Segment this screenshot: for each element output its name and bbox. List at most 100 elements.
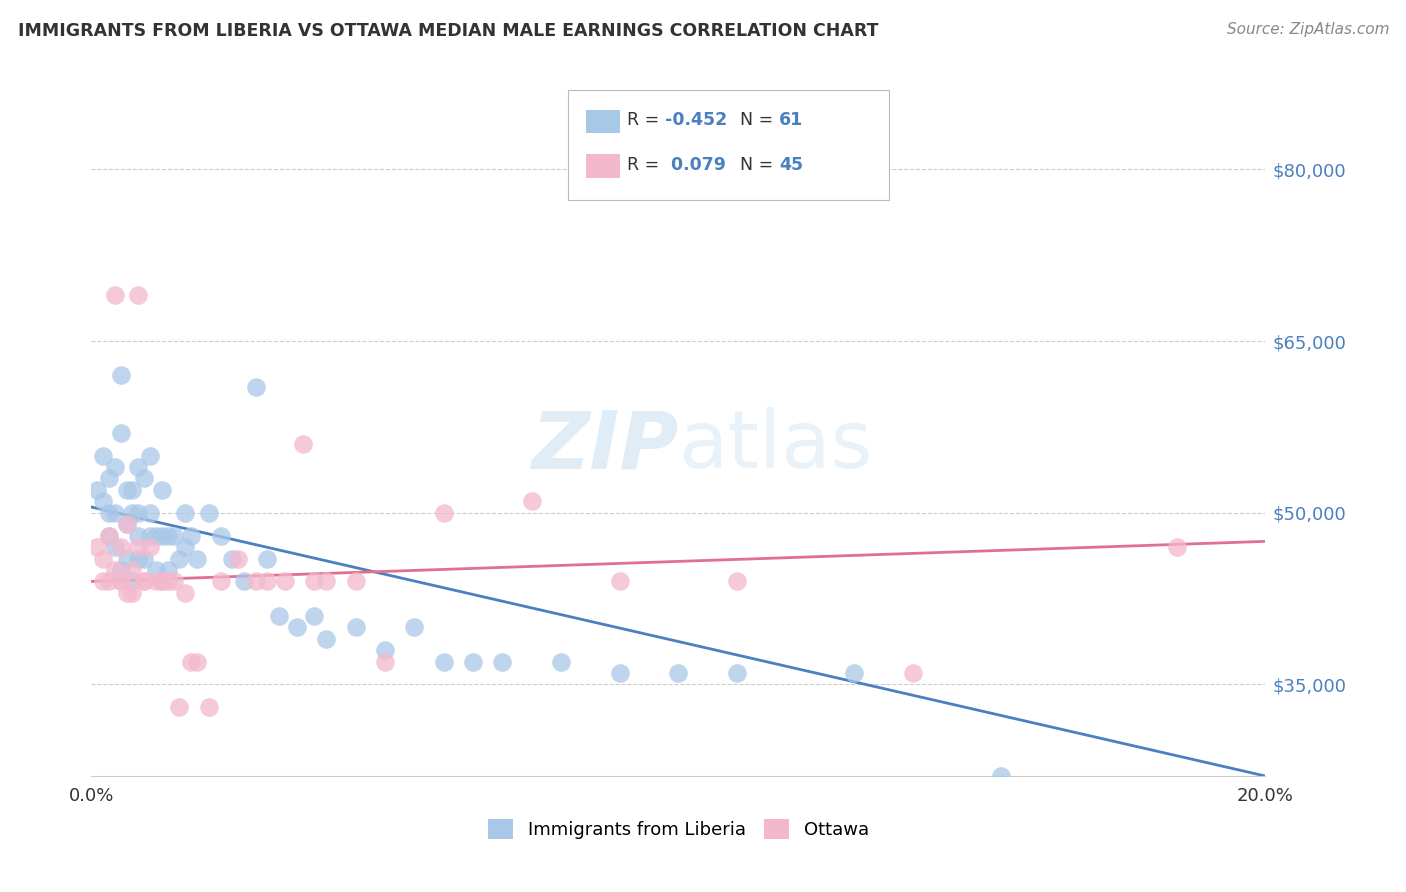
Point (233, 574, 256, 589)
Point (304, 608, 326, 623)
Point (491, 655, 513, 669)
Point (115, 586, 138, 600)
Point (104, 540, 127, 554)
Point (98, 528, 121, 542)
Point (256, 574, 278, 589)
Text: 0.079: 0.079 (665, 156, 725, 174)
Point (404, 620, 426, 634)
Point (150, 574, 173, 589)
Point (104, 288, 127, 302)
Point (91, 494, 114, 508)
Point (121, 574, 143, 589)
Point (127, 506, 149, 520)
Point (98, 528, 121, 542)
Point (139, 449, 162, 463)
Point (209, 574, 232, 589)
Point (285, 620, 308, 634)
Text: N =: N = (740, 112, 779, 129)
Point (169, 551, 191, 566)
Point (256, 551, 278, 566)
Legend: Immigrants from Liberia, Ottawa: Immigrants from Liberia, Ottawa (481, 812, 876, 846)
Text: R =: R = (627, 112, 665, 129)
Point (186, 551, 208, 566)
Point (139, 528, 162, 542)
Point (174, 506, 197, 520)
Point (209, 528, 232, 542)
Point (98, 471, 121, 485)
Point (1166, 540, 1188, 554)
Point (844, 665, 866, 681)
Point (104, 460, 127, 475)
Point (110, 425, 132, 440)
Point (374, 643, 396, 657)
Point (226, 551, 249, 566)
Point (145, 574, 167, 589)
Point (150, 483, 173, 497)
Point (291, 437, 314, 451)
Point (115, 483, 138, 497)
Text: R =: R = (627, 156, 665, 174)
Point (134, 574, 156, 589)
Point (174, 540, 197, 554)
Point (91, 551, 114, 566)
Point (725, 574, 748, 589)
Point (245, 574, 267, 589)
Point (180, 528, 202, 542)
Point (990, 769, 1012, 783)
Point (304, 574, 326, 589)
Point (315, 574, 337, 589)
Point (162, 528, 184, 542)
Point (725, 665, 748, 681)
Point (115, 551, 138, 566)
Text: 61: 61 (779, 112, 803, 129)
Point (127, 288, 149, 302)
Text: Source: ZipAtlas.com: Source: ZipAtlas.com (1226, 22, 1389, 37)
Point (344, 620, 367, 634)
Point (150, 574, 173, 589)
Point (98, 574, 121, 589)
Point (609, 665, 631, 681)
Point (110, 540, 132, 554)
Point (110, 368, 132, 383)
Point (550, 655, 572, 669)
Point (110, 563, 132, 577)
Point (115, 517, 138, 532)
Point (197, 506, 219, 520)
Point (269, 608, 291, 623)
Point (98, 506, 121, 520)
Text: ZIP: ZIP (531, 408, 678, 485)
Text: atlas: atlas (678, 408, 873, 485)
Point (127, 551, 149, 566)
Point (174, 586, 197, 600)
Point (221, 551, 243, 566)
Point (104, 506, 127, 520)
Point (110, 574, 132, 589)
Point (91, 449, 114, 463)
Point (432, 655, 454, 669)
Point (461, 655, 484, 669)
Point (127, 460, 149, 475)
Point (139, 540, 162, 554)
Point (145, 528, 167, 542)
Point (315, 632, 337, 646)
Point (104, 563, 127, 577)
Point (609, 574, 631, 589)
Point (156, 528, 179, 542)
Point (121, 563, 143, 577)
Point (666, 665, 689, 681)
Point (127, 540, 149, 554)
Point (520, 494, 543, 508)
Point (86, 483, 108, 497)
Text: -0.452: -0.452 (665, 112, 727, 129)
Point (115, 517, 138, 532)
Point (903, 665, 925, 681)
Point (150, 528, 173, 542)
Point (121, 586, 143, 600)
Point (121, 483, 143, 497)
Point (121, 506, 143, 520)
Point (344, 574, 367, 589)
Point (374, 655, 396, 669)
Point (145, 563, 167, 577)
Text: 45: 45 (779, 156, 803, 174)
Point (432, 506, 454, 520)
